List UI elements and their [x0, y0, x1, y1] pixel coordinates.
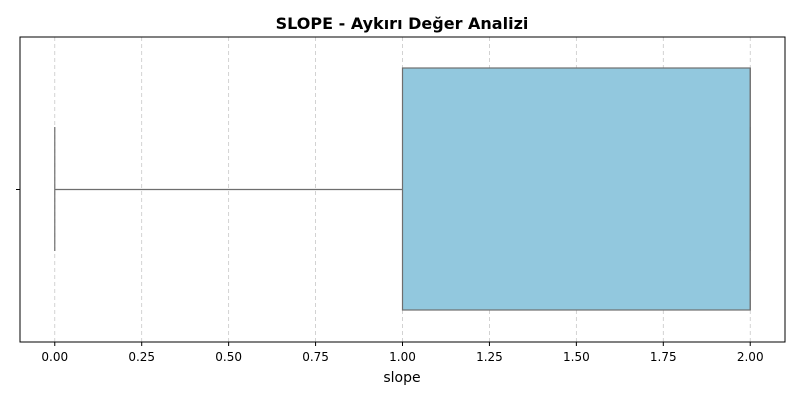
x-tick-label-6: 1.50 [563, 350, 590, 364]
x-tick-label-4: 1.00 [389, 350, 416, 364]
chart-title: SLOPE - Aykırı Değer Analizi [276, 14, 529, 33]
x-axis-ticks: 0.00 0.25 0.50 0.75 1.00 1.25 1.50 1.75 2.00 [41, 342, 764, 364]
boxplot-marks [54, 67, 751, 311]
x-tick-label-1: 0.25 [128, 350, 155, 364]
x-tick-label-0: 0.00 [41, 350, 68, 364]
x-axis-label: slope [383, 370, 420, 386]
x-tick-label-8: 2.00 [737, 350, 764, 364]
x-tick-label-7: 1.75 [650, 350, 677, 364]
x-tick-label-3: 0.75 [302, 350, 329, 364]
x-tick-label-5: 1.25 [476, 350, 503, 364]
iqr-box [401, 67, 751, 311]
x-tick-label-2: 0.50 [215, 350, 242, 364]
